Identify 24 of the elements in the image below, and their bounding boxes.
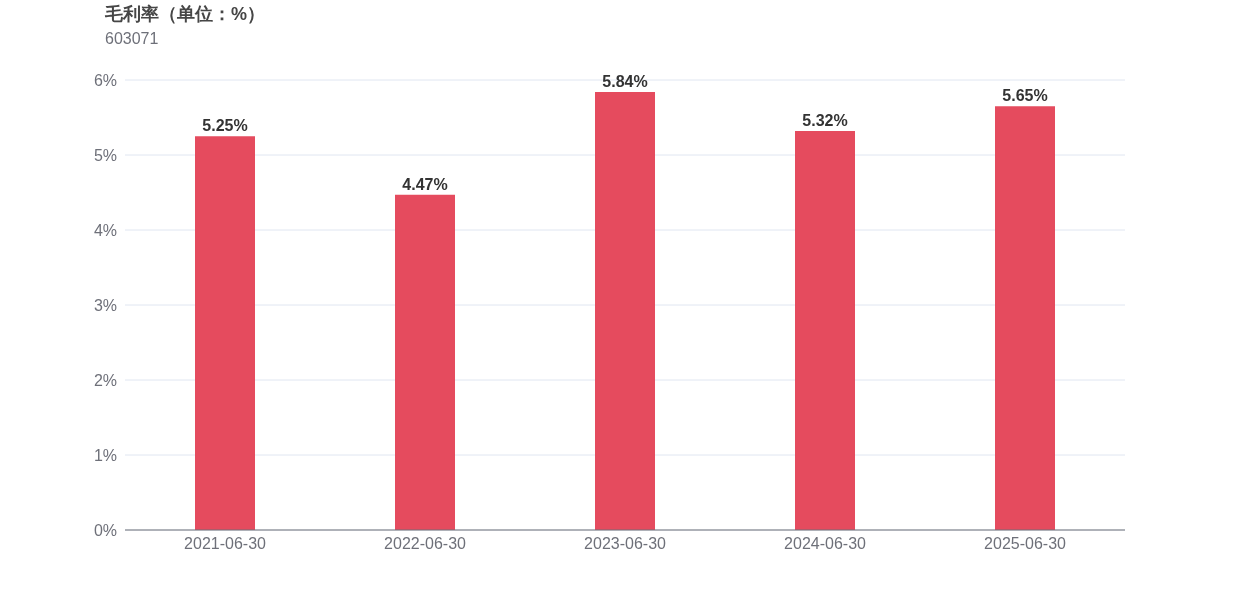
data-label: 5.65% [1002,87,1048,105]
x-tick-label: 2025-06-30 [984,535,1067,553]
bar [395,194,455,530]
y-tick-label: 2% [93,371,117,389]
y-tick-label: 3% [93,296,117,314]
bar [995,106,1055,530]
data-label: 5.32% [802,112,848,129]
chart-subtitle: 603071 [105,30,159,48]
bar [595,92,655,530]
y-tick-label: 5% [93,146,117,164]
x-tick-label: 2022-06-30 [384,535,467,553]
data-label: 4.47% [402,175,448,193]
x-tick-label: 2023-06-30 [584,535,667,553]
y-tick-label: 1% [93,446,117,464]
x-tick-label: 2021-06-30 [184,535,267,553]
y-tick-label: 4% [93,221,117,239]
bar [195,136,255,530]
data-label: 5.25% [202,117,248,135]
data-label: 5.84% [602,73,648,90]
chart-title: 毛利率（单位：%） [105,3,266,26]
y-tick-label: 6% [93,71,117,89]
y-tick-label: 0% [93,521,117,539]
bar [795,131,855,530]
x-tick-label: 2024-06-30 [784,535,867,553]
